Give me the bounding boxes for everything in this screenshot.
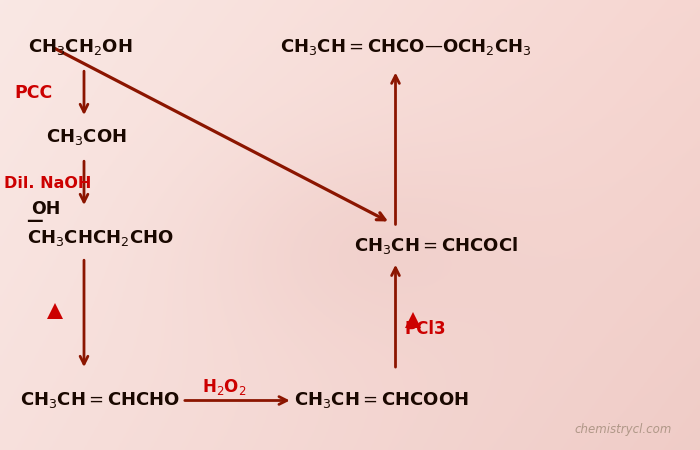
Text: CH$_3$CH$=$CHCO—OCH$_2$CH$_3$: CH$_3$CH$=$CHCO—OCH$_2$CH$_3$ [280, 37, 532, 57]
Text: CH$_3$CH$=$CHCOCl: CH$_3$CH$=$CHCOCl [354, 235, 517, 256]
Text: PCC: PCC [14, 84, 52, 102]
Text: —: — [27, 212, 43, 230]
Text: OH: OH [32, 200, 61, 218]
Text: CH$_3$COH: CH$_3$COH [46, 127, 127, 147]
Text: CH$_3$CH$=$CHCOOH: CH$_3$CH$=$CHCOOH [294, 391, 469, 410]
Text: chemistrycl.com: chemistrycl.com [574, 423, 671, 436]
Text: CH$_3$CHCH$_2$CHO: CH$_3$CHCH$_2$CHO [27, 229, 174, 248]
Text: PCl3: PCl3 [405, 320, 446, 338]
Text: CH$_3$CH$=$CHCHO: CH$_3$CH$=$CHCHO [20, 391, 180, 410]
Text: Dil. NaOH: Dil. NaOH [4, 176, 91, 191]
Text: H$_2$O$_2$: H$_2$O$_2$ [202, 377, 246, 397]
Text: CH$_3$CH$_2$OH: CH$_3$CH$_2$OH [28, 37, 132, 57]
